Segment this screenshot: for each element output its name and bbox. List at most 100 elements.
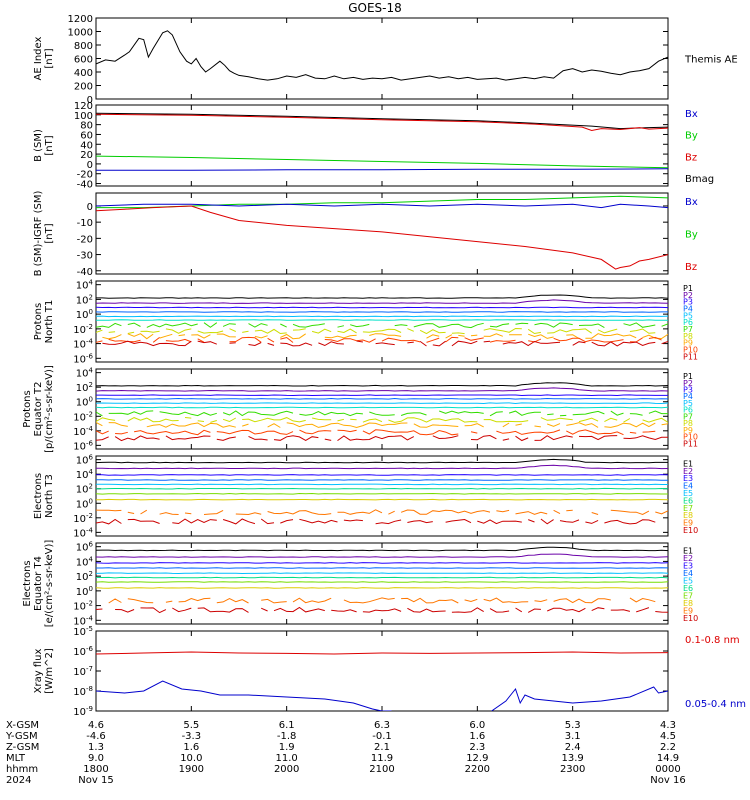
x-tick-label: 1.9 [279, 742, 295, 753]
legend-label: P11 [683, 439, 698, 448]
series-line [96, 576, 668, 579]
series-line [96, 458, 668, 464]
y-tick-label: 102 [76, 570, 93, 583]
x-tick-label: 1800 [83, 764, 108, 775]
y-tick-label: 10-4 [73, 526, 93, 539]
y-tick-label: 10-2 [73, 512, 93, 525]
series-line [96, 498, 668, 501]
legend-label: E9 [683, 607, 693, 616]
x-tick-label: -1.8 [277, 731, 297, 742]
x-tick-label: 4.6 [88, 720, 104, 731]
legend-label: P4 [683, 392, 693, 401]
y-axis-label: ElectronsNorth T3 [33, 473, 55, 519]
x-tick-label: 0000 [655, 764, 680, 775]
y-tick-label: 100 [76, 396, 93, 409]
y-tick-label: 100 [76, 497, 93, 510]
series-line [96, 329, 668, 334]
y-tick-label: 102 [76, 483, 93, 496]
legend-label: P11 [683, 352, 698, 361]
x-tick-label: 1.6 [469, 731, 485, 742]
panel-ae: 0 200 400 600 800 1000 1200 AE Index[nT] Themis … [33, 14, 738, 106]
legend-label: Bx [685, 197, 698, 208]
x-tick-label: 5.3 [565, 720, 581, 731]
plot-area [96, 294, 668, 347]
series-line [96, 299, 668, 304]
series-line [96, 168, 668, 171]
x-tick-label: 2200 [465, 764, 490, 775]
y-tick-label: 104 [76, 367, 94, 380]
x-tick-label: Nov 16 [650, 775, 685, 786]
legend-label: P8 [683, 419, 693, 428]
plot-frame [95, 104, 669, 187]
series-line [96, 651, 668, 655]
y-tick-label: -20 [77, 170, 93, 181]
legend-label: E5 [683, 489, 693, 498]
legend-label: E6 [683, 496, 693, 505]
x-tick-label: 11.9 [371, 753, 393, 764]
series-line [96, 319, 668, 321]
y-tick-label: 400 [74, 68, 93, 79]
series-line [96, 410, 668, 417]
y-tick-label: 10-7 [73, 665, 93, 678]
y-tick-label: 60 [80, 130, 93, 141]
legend-label: P9 [683, 339, 693, 348]
legend-label: By [685, 131, 698, 142]
y-tick-label: 100 [76, 308, 93, 321]
series-line [96, 315, 668, 318]
plot-area [96, 30, 668, 81]
series-line [96, 483, 668, 486]
series-line [96, 680, 668, 711]
legend-label: E7 [683, 504, 693, 513]
series-line [96, 581, 668, 583]
y-tick-label: 106 [76, 454, 94, 467]
series-line [96, 553, 668, 558]
plot-area [96, 651, 668, 711]
y-tick-label: 10-2 [73, 323, 93, 336]
plot-frame [95, 280, 669, 363]
x-tick-label: 6.1 [279, 720, 295, 731]
y-tick-label: 104 [76, 468, 94, 481]
figure-title: GOES-18 [348, 1, 402, 15]
series-line [96, 509, 668, 516]
series-line [96, 606, 668, 614]
legend-label: Bz [685, 152, 697, 163]
x-row-label: X-GSM [6, 720, 39, 731]
series-line [96, 474, 668, 476]
legend-label: By [685, 230, 698, 241]
legend-label: P1 [683, 372, 693, 381]
legend-label: P3 [683, 298, 693, 307]
y-tick-label: 0 [87, 95, 93, 106]
legend-label: P1 [683, 284, 693, 293]
y-tick-label: -20 [77, 234, 93, 245]
y-tick-label: 10-2 [73, 600, 93, 613]
x-tick-label: -4.6 [86, 731, 106, 742]
y-tick-label: 40 [80, 140, 93, 151]
x-tick-label: 6.3 [374, 720, 390, 731]
series-line [96, 487, 668, 490]
x-tick-label: 10.0 [180, 753, 202, 764]
series-line [96, 205, 668, 270]
legend-label: P9 [683, 426, 693, 435]
plot-frame [95, 630, 669, 712]
legend-label: E2 [683, 554, 693, 563]
legend-label: P2 [683, 379, 693, 388]
y-tick-label: 100 [74, 111, 93, 122]
y-tick-label: 200 [74, 82, 93, 93]
y-tick-label: 80 [80, 121, 93, 132]
y-tick-label: 10-6 [73, 645, 93, 658]
series-line [96, 464, 668, 470]
x-tick-label: 12.9 [466, 753, 488, 764]
x-tick-label: 4.3 [660, 720, 676, 731]
y-tick-label: -40 [77, 267, 93, 278]
series-line [96, 394, 668, 397]
series-line [96, 430, 668, 435]
legend-label: E3 [683, 562, 693, 571]
y-tick-label: -30 [77, 251, 93, 262]
series-line [96, 567, 668, 569]
x-row-label: 2024 [6, 775, 31, 786]
y-axis-label: ElectronsEquator T4[e/(cm²-s-sr-keV)] [22, 540, 55, 628]
x-tick-label: 13.9 [562, 753, 584, 764]
y-tick-label: 106 [76, 541, 94, 554]
